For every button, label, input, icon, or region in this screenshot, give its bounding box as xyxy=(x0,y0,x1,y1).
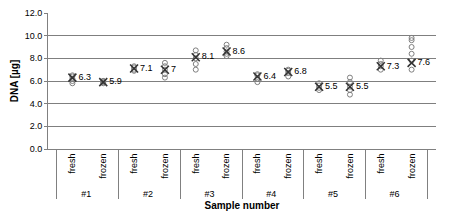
svg-text:10.0: 10.0 xyxy=(25,31,43,41)
svg-text:Sample number: Sample number xyxy=(204,200,279,211)
svg-text:4.0: 4.0 xyxy=(30,99,43,109)
svg-text:8.1: 8.1 xyxy=(202,51,215,61)
svg-text:6.8: 6.8 xyxy=(294,66,307,76)
svg-text:6.0: 6.0 xyxy=(30,76,43,86)
svg-text:#6: #6 xyxy=(390,189,400,199)
svg-text:7.6: 7.6 xyxy=(418,57,431,67)
svg-text:6.4: 6.4 xyxy=(263,71,276,81)
svg-text:6.3: 6.3 xyxy=(78,72,91,82)
svg-text:7.3: 7.3 xyxy=(387,61,400,71)
svg-text:8.0: 8.0 xyxy=(30,53,43,63)
svg-text:fresh: fresh xyxy=(129,154,139,174)
svg-text:frozen: frozen xyxy=(345,154,355,179)
svg-text:#1: #1 xyxy=(81,189,91,199)
svg-text:fresh: fresh xyxy=(252,154,262,174)
svg-text:2.0: 2.0 xyxy=(30,121,43,131)
svg-text:frozen: frozen xyxy=(98,154,108,179)
svg-text:8.6: 8.6 xyxy=(233,46,246,56)
svg-text:fresh: fresh xyxy=(191,154,201,174)
svg-text:5.9: 5.9 xyxy=(109,76,122,86)
svg-text:5.5: 5.5 xyxy=(356,81,369,91)
svg-text:fresh: fresh xyxy=(314,154,324,174)
svg-text:0.0: 0.0 xyxy=(30,144,43,154)
svg-text:12.0: 12.0 xyxy=(25,8,43,18)
svg-text:7: 7 xyxy=(171,64,176,74)
svg-text:frozen: frozen xyxy=(222,154,232,179)
svg-text:fresh: fresh xyxy=(67,154,77,174)
svg-text:frozen: frozen xyxy=(283,154,293,179)
svg-text:#3: #3 xyxy=(205,189,215,199)
svg-text:frozen: frozen xyxy=(407,154,417,179)
svg-text:#2: #2 xyxy=(143,189,153,199)
svg-text:5.5: 5.5 xyxy=(325,81,338,91)
svg-text:frozen: frozen xyxy=(160,154,170,179)
svg-text:#5: #5 xyxy=(328,189,338,199)
svg-text:fresh: fresh xyxy=(376,154,386,174)
svg-text:DNA [µg]: DNA [µg] xyxy=(9,60,20,103)
svg-text:7.1: 7.1 xyxy=(140,63,153,73)
svg-text:#4: #4 xyxy=(266,189,276,199)
